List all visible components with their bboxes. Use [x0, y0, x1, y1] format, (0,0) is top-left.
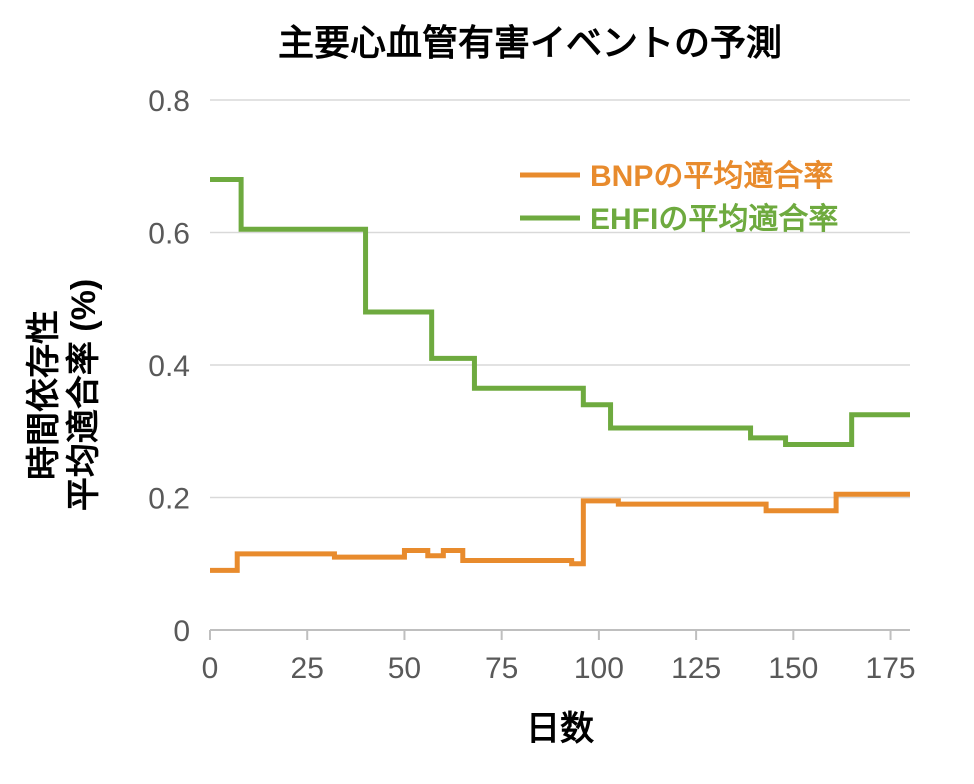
- legend-label-1: EHFIの平均適合率: [590, 202, 838, 236]
- y-tick-label: 0.2: [148, 483, 190, 516]
- chart-svg: 0 25 50 75 100 125 150 175 0 0.2 0.4 0.6 0.8 主要心血管有害イ…: [0, 0, 974, 784]
- y-axis-label-1: 時間依存性: [25, 310, 63, 480]
- legend-label-0: BNPの平均適合率: [590, 159, 833, 193]
- x-tick-label: 150: [768, 652, 818, 685]
- x-tick-label: 0: [202, 652, 219, 685]
- chart-title: 主要心血管有害イベントの予測: [278, 22, 782, 63]
- x-tick-label: 100: [574, 652, 624, 685]
- chart-container: 0 25 50 75 100 125 150 175 0 0.2 0.4 0.6 0.8 主要心血管有害イ…: [0, 0, 974, 784]
- x-tick-label: 175: [866, 652, 916, 685]
- y-tick-label: 0.6: [148, 218, 190, 251]
- x-tick-label: 25: [291, 652, 324, 685]
- y-tick-label: 0.4: [148, 350, 190, 383]
- x-tick-label: 125: [671, 652, 721, 685]
- y-tick-label: 0.8: [148, 85, 190, 118]
- x-axis-label: 日数: [526, 710, 594, 748]
- x-tick-label: 75: [485, 652, 518, 685]
- y-tick-label: 0: [173, 615, 190, 648]
- y-axis-label-2: 平均適合率 (%): [65, 279, 103, 511]
- x-tick-label: 50: [388, 652, 421, 685]
